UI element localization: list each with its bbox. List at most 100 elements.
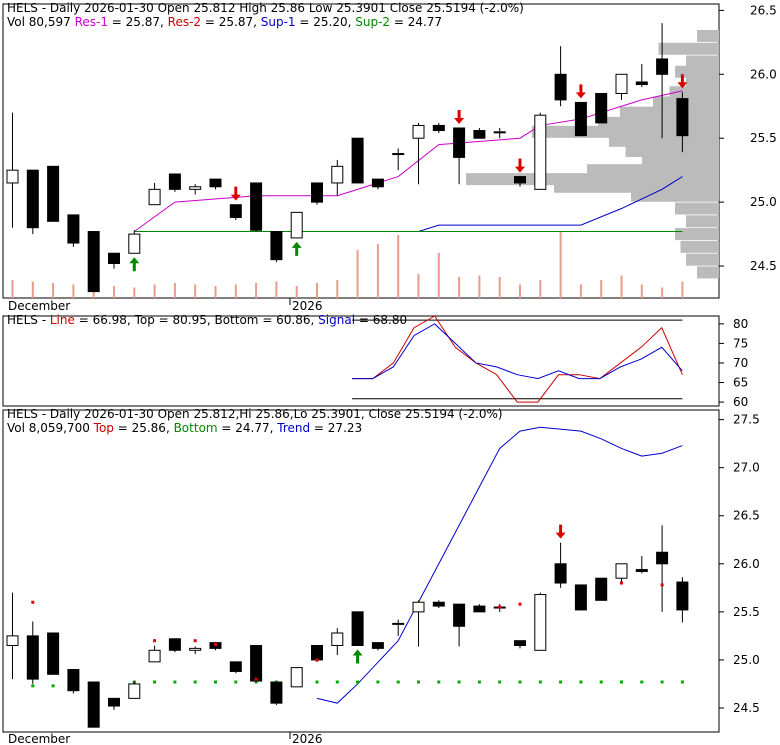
header-part: Line	[50, 313, 75, 327]
candle-body	[26, 169, 39, 229]
x-label-2026: 2026	[292, 299, 323, 313]
candle-body	[229, 661, 242, 672]
header-part: Signal	[318, 313, 355, 327]
candle-body	[331, 165, 344, 184]
volume-profile-bar	[642, 155, 719, 168]
candle-body	[412, 601, 425, 613]
volume-profile-bar	[686, 253, 719, 266]
header-part: Vol 80,597	[7, 15, 75, 29]
bottom-dot	[437, 680, 441, 684]
candle-body	[67, 669, 80, 692]
y-tick-label: 26.0	[733, 557, 760, 571]
candle-body	[392, 622, 405, 625]
header-part: = 25.20,	[296, 15, 356, 29]
candle-body	[493, 131, 506, 134]
y-tick-label: 25.0	[750, 195, 777, 209]
bottom-candles	[6, 525, 689, 728]
volume-profile-bar	[686, 55, 719, 68]
header-part: = 80.95,	[155, 313, 215, 327]
header-part: Bottom	[214, 313, 258, 327]
bottom-dot	[680, 680, 684, 684]
header-part: = 66.98,	[75, 313, 135, 327]
y-tick-label: 27.5	[733, 413, 760, 427]
signal-series	[352, 323, 683, 380]
volume-profile-bar	[658, 42, 719, 55]
header-part: = 25.86,	[114, 421, 174, 435]
candle-body	[615, 563, 628, 579]
volume-profile	[466, 29, 719, 279]
bottom-dot	[660, 680, 664, 684]
candle-body	[128, 683, 141, 699]
x-label-december: December	[8, 299, 70, 313]
top-dot	[153, 639, 157, 643]
mid-panel-frame	[2, 315, 720, 407]
candle-body	[351, 611, 364, 646]
bottom-dot	[315, 680, 319, 684]
top-header-line1: HELS - Daily 2026-01-30 Open 25.812 High…	[7, 1, 524, 15]
bottom-panel-frame	[2, 409, 720, 733]
bottom-dot	[457, 680, 461, 684]
candle-body	[290, 667, 303, 688]
header-part: Res-2	[168, 15, 201, 29]
y-tick-label: 26.5	[733, 509, 760, 523]
candle-body	[371, 642, 384, 649]
candle-body	[351, 137, 364, 184]
candle-body	[47, 632, 60, 675]
volume-profile-bar	[680, 240, 719, 253]
candle-body	[128, 233, 141, 254]
signal-arrows	[129, 74, 688, 272]
header-part: HELS - Daily 2026-01-30 Open 25.812 High…	[7, 1, 524, 15]
candle-body	[656, 58, 669, 75]
candle-body	[656, 551, 669, 565]
volume-bars	[11, 232, 684, 298]
oscillator-lines	[352, 315, 683, 403]
top-dot	[498, 605, 502, 609]
bottom-dot	[518, 680, 522, 684]
header-part: Top	[93, 421, 114, 435]
x-label-2026-bottom: 2026	[292, 732, 323, 745]
bottom-dot	[599, 680, 603, 684]
up-arrow-icon	[129, 257, 140, 272]
candle-body	[514, 176, 526, 184]
header-part: Sup-2	[355, 15, 390, 29]
bottom-dot	[579, 680, 583, 684]
candle-body	[595, 577, 608, 601]
header-part: HELS - Daily 2026-01-30 Open 25.812,Hi 2…	[7, 407, 503, 421]
top-dot	[31, 600, 35, 604]
candle-body	[148, 188, 161, 206]
candle-body	[250, 182, 263, 231]
header-part: = 60.86,	[259, 313, 319, 327]
price-candles	[6, 23, 689, 293]
candle-body	[473, 605, 486, 613]
up-arrow-icon	[291, 241, 302, 256]
down-arrow-icon	[515, 158, 525, 173]
header-part: Trend	[276, 421, 310, 435]
top-dot	[193, 639, 197, 643]
bottom-dot	[477, 680, 481, 684]
candle-body	[371, 178, 384, 188]
header-part: Vol 8,059,700	[7, 421, 94, 435]
volume-profile-bar	[686, 215, 719, 228]
candle-body	[331, 632, 344, 646]
bottom-dot	[173, 680, 177, 684]
candle-body	[514, 640, 526, 646]
candle-body	[87, 231, 100, 293]
y-tick-label: 75	[733, 336, 748, 350]
volume-profile-bar	[620, 106, 719, 119]
header-part: = 27.23	[310, 421, 362, 435]
header-part: = 24.77,	[218, 421, 278, 435]
bottom-panel: 27.5 27.0 26.5 26.0 25.5 25.0 24.5 HELS - Dail…	[2, 407, 760, 745]
y-tick-label: 25.5	[733, 605, 760, 619]
bottom-dot	[234, 680, 238, 684]
candle-body	[47, 165, 60, 222]
y-tick-label: 26.5	[750, 3, 777, 17]
header-part: Top	[134, 313, 155, 327]
y-tick-label: 27.0	[733, 461, 760, 475]
candle-body	[453, 603, 466, 627]
bottom-dot	[335, 680, 339, 684]
candle-body	[534, 594, 547, 651]
x-label-december-bottom: December	[8, 732, 70, 745]
down-arrow-icon	[454, 109, 465, 124]
candle-body	[168, 638, 181, 651]
